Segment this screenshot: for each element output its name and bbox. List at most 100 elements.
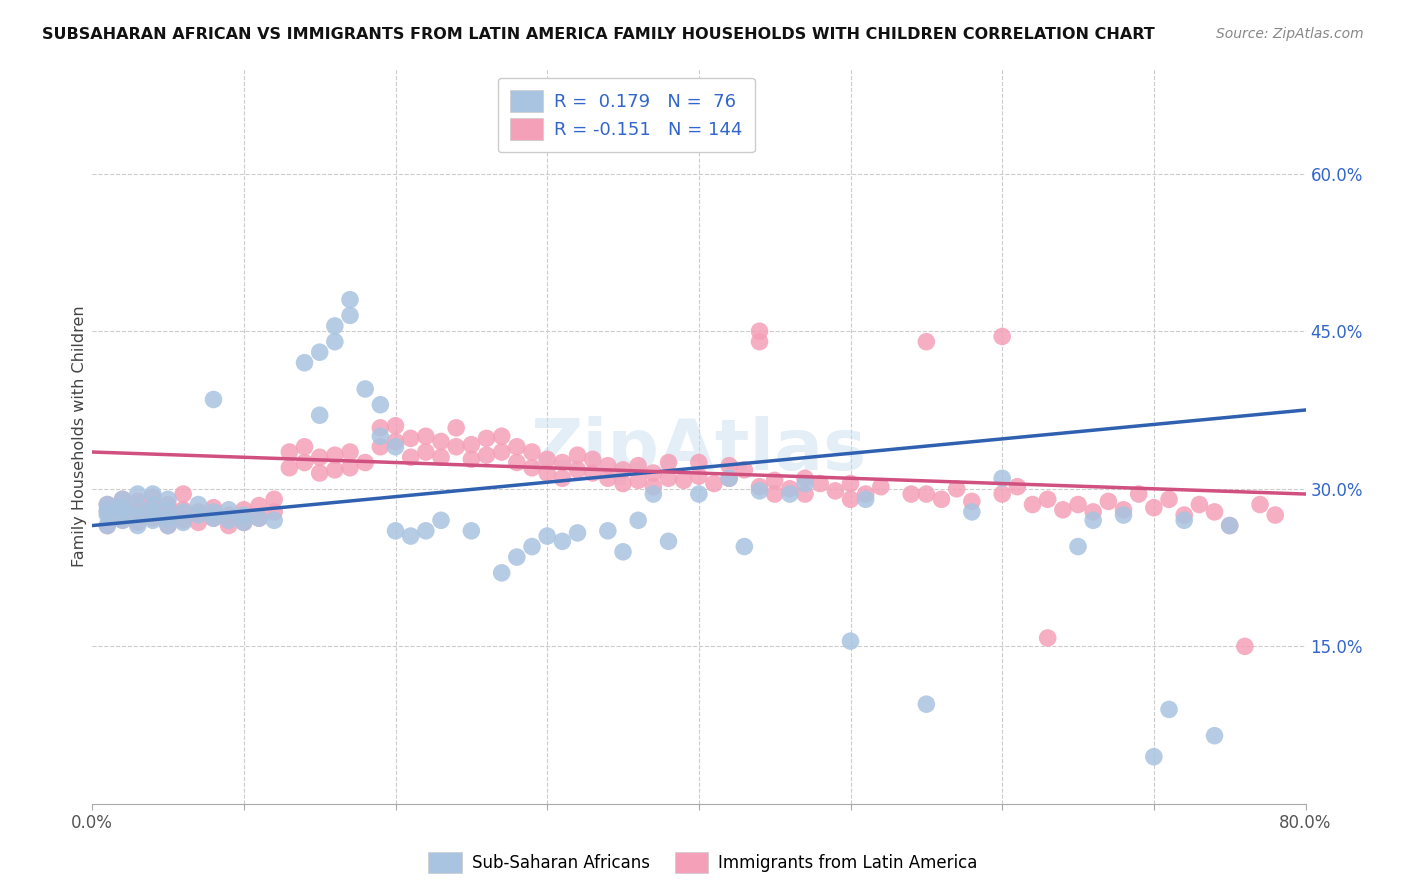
Point <box>384 418 406 433</box>
Point <box>763 487 786 501</box>
Point <box>218 503 240 517</box>
Point <box>278 445 301 459</box>
Point <box>1036 492 1059 507</box>
Point <box>187 505 209 519</box>
Point <box>247 499 270 513</box>
Point <box>218 513 240 527</box>
Point <box>1067 498 1090 512</box>
Point <box>232 516 254 530</box>
Point <box>839 634 862 648</box>
Point <box>855 492 877 507</box>
Point <box>96 498 118 512</box>
Point <box>96 518 118 533</box>
Point <box>536 466 558 480</box>
Text: Source: ZipAtlas.com: Source: ZipAtlas.com <box>1216 27 1364 41</box>
Point <box>127 487 149 501</box>
Point <box>1143 749 1166 764</box>
Point <box>460 524 482 538</box>
Point <box>520 445 543 459</box>
Point <box>1067 540 1090 554</box>
Point <box>900 487 922 501</box>
Point <box>460 452 482 467</box>
Point <box>156 518 179 533</box>
Y-axis label: Family Households with Children: Family Households with Children <box>72 305 87 567</box>
Point <box>520 460 543 475</box>
Point <box>218 508 240 522</box>
Point <box>339 293 361 307</box>
Point <box>156 518 179 533</box>
Point <box>142 513 165 527</box>
Point <box>232 516 254 530</box>
Point <box>672 474 695 488</box>
Point <box>430 513 453 527</box>
Point <box>808 476 831 491</box>
Point <box>96 518 118 533</box>
Point <box>1264 508 1286 522</box>
Point <box>688 469 710 483</box>
Point <box>142 511 165 525</box>
Point <box>187 516 209 530</box>
Point <box>96 508 118 522</box>
Point <box>111 492 134 507</box>
Point <box>308 450 330 465</box>
Point <box>475 431 498 445</box>
Point <box>202 511 225 525</box>
Point <box>1083 505 1105 519</box>
Point <box>551 471 574 485</box>
Point <box>520 540 543 554</box>
Point <box>506 456 529 470</box>
Point <box>536 529 558 543</box>
Text: SUBSAHARAN AFRICAN VS IMMIGRANTS FROM LATIN AMERICA FAMILY HOUSEHOLDS WITH CHILD: SUBSAHARAN AFRICAN VS IMMIGRANTS FROM LA… <box>42 27 1154 42</box>
Point <box>308 409 330 423</box>
Point <box>111 513 134 527</box>
Point <box>779 487 801 501</box>
Point <box>794 487 817 501</box>
Point <box>824 483 846 498</box>
Point <box>1112 503 1135 517</box>
Point <box>627 474 650 488</box>
Point <box>142 498 165 512</box>
Point <box>748 324 770 338</box>
Point <box>794 476 817 491</box>
Point <box>202 392 225 407</box>
Point <box>384 524 406 538</box>
Point <box>111 503 134 517</box>
Point <box>475 448 498 462</box>
Point <box>612 545 634 559</box>
Point <box>278 460 301 475</box>
Point <box>733 463 755 477</box>
Point <box>794 471 817 485</box>
Point <box>703 476 725 491</box>
Point <box>718 471 741 485</box>
Point <box>415 524 437 538</box>
Point <box>536 452 558 467</box>
Point <box>142 487 165 501</box>
Point <box>142 505 165 519</box>
Point <box>627 458 650 473</box>
Point <box>370 398 392 412</box>
Point <box>111 500 134 514</box>
Point <box>247 511 270 525</box>
Point <box>688 487 710 501</box>
Point <box>1173 513 1195 527</box>
Point <box>1036 631 1059 645</box>
Point <box>643 480 665 494</box>
Point <box>172 505 194 519</box>
Point <box>1204 505 1226 519</box>
Point <box>551 534 574 549</box>
Point <box>506 550 529 565</box>
Point <box>1052 503 1074 517</box>
Point <box>491 566 513 580</box>
Point <box>142 490 165 504</box>
Point <box>1083 513 1105 527</box>
Point <box>991 487 1014 501</box>
Point <box>567 448 589 462</box>
Point <box>370 429 392 443</box>
Point <box>1143 500 1166 515</box>
Point <box>156 511 179 525</box>
Point <box>202 500 225 515</box>
Point <box>187 498 209 512</box>
Point <box>354 456 377 470</box>
Point <box>127 505 149 519</box>
Point <box>415 429 437 443</box>
